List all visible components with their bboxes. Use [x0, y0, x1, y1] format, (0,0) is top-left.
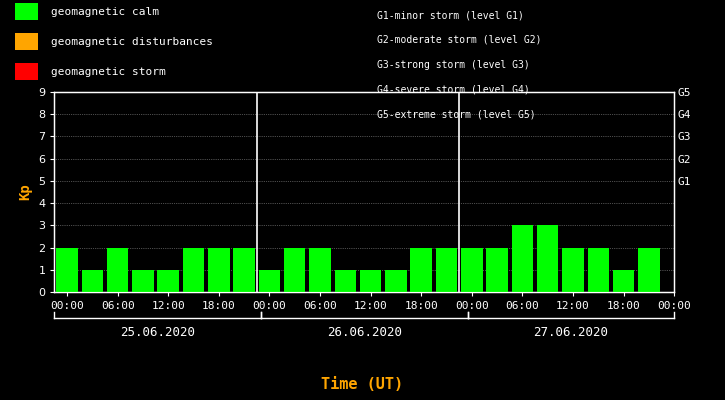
Bar — [157, 270, 179, 292]
Bar — [233, 248, 255, 292]
Bar — [334, 270, 356, 292]
Bar — [310, 248, 331, 292]
Bar — [208, 248, 230, 292]
Text: Time (UT): Time (UT) — [321, 377, 404, 392]
Bar — [410, 248, 432, 292]
Y-axis label: Kp: Kp — [19, 184, 33, 200]
Text: 26.06.2020: 26.06.2020 — [327, 326, 402, 338]
Bar — [82, 270, 103, 292]
Bar — [107, 248, 128, 292]
Bar — [57, 248, 78, 292]
Bar — [259, 270, 280, 292]
Bar — [613, 270, 634, 292]
Bar — [360, 270, 381, 292]
Bar — [461, 248, 483, 292]
Text: G5-extreme storm (level G5): G5-extreme storm (level G5) — [377, 109, 536, 119]
Text: 27.06.2020: 27.06.2020 — [534, 326, 608, 338]
Text: G4-severe storm (level G4): G4-severe storm (level G4) — [377, 84, 530, 94]
Bar — [512, 225, 533, 292]
Text: G3-strong storm (level G3): G3-strong storm (level G3) — [377, 60, 530, 70]
Text: geomagnetic storm: geomagnetic storm — [51, 67, 165, 77]
Text: G1-minor storm (level G1): G1-minor storm (level G1) — [377, 10, 524, 20]
Bar — [486, 248, 508, 292]
Bar — [436, 248, 457, 292]
Text: geomagnetic calm: geomagnetic calm — [51, 7, 159, 17]
Bar — [183, 248, 204, 292]
Text: geomagnetic disturbances: geomagnetic disturbances — [51, 36, 212, 46]
Bar — [638, 248, 660, 292]
Text: 25.06.2020: 25.06.2020 — [120, 326, 195, 338]
Bar — [385, 270, 407, 292]
Bar — [537, 225, 558, 292]
Bar — [587, 248, 609, 292]
Bar — [563, 248, 584, 292]
Bar — [132, 270, 154, 292]
Text: G2-moderate storm (level G2): G2-moderate storm (level G2) — [377, 35, 542, 45]
Bar — [284, 248, 305, 292]
